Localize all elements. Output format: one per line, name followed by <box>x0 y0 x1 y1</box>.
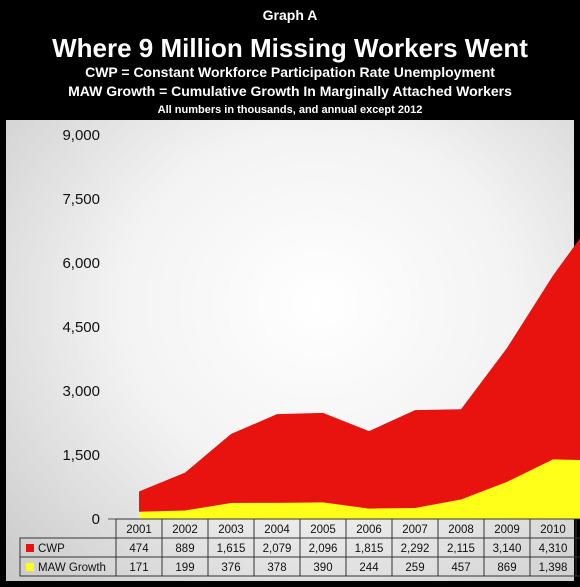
table-year-cell: 2004 <box>264 524 290 536</box>
table-value-cell: 390 <box>313 562 332 574</box>
table-value-cell: 199 <box>175 562 194 574</box>
table-value-cell: 1,615 <box>217 543 246 555</box>
table-value-cell: 2,115 <box>447 543 475 555</box>
table-year-cell: 2005 <box>310 524 336 536</box>
table-value-cell: 4,310 <box>539 543 568 555</box>
table-value-cell: 171 <box>129 562 148 574</box>
table-year-cell: 2002 <box>172 524 198 536</box>
y-tick-label: 4,500 <box>62 319 100 336</box>
table-year-cell: 2007 <box>402 524 428 536</box>
legend-label-cwp: CWP <box>38 543 65 555</box>
chart-title: Where 9 Million Missing Workers Went <box>52 33 528 63</box>
table-value-cell: 1,815 <box>355 543 384 555</box>
graph-label: Graph A <box>262 7 318 23</box>
table-year-cell: 2010 <box>540 524 566 536</box>
table-value-cell: 244 <box>359 562 379 574</box>
y-tick-label: 9,000 <box>62 127 100 144</box>
y-tick-label: 3,000 <box>62 383 100 400</box>
table-value-cell: 2,096 <box>309 543 338 555</box>
table-value-cell: 457 <box>451 562 470 574</box>
legend-label-maw: MAW Growth <box>38 562 106 574</box>
table-value-cell: 2,292 <box>401 543 430 555</box>
table-value-cell: 2,079 <box>263 543 292 555</box>
table-year-cell: 2009 <box>494 524 520 536</box>
subtitle-cwp: CWP = Constant Workforce Participation R… <box>85 64 495 80</box>
legend-swatch-maw <box>26 563 34 571</box>
table-value-cell: 889 <box>175 543 194 555</box>
table-value-cell: 376 <box>221 562 240 574</box>
cwp-area <box>139 238 580 519</box>
y-tick-label: 7,500 <box>62 191 100 208</box>
table-value-cell: 259 <box>405 562 424 574</box>
table-value-cell: 1,398 <box>539 562 568 574</box>
maw-area <box>139 459 580 519</box>
y-tick-label: 0 <box>92 511 100 528</box>
subtitle-units: All numbers in thousands, and annual exc… <box>157 104 423 116</box>
legend-swatch-cwp <box>26 544 34 552</box>
table-value-cell: 474 <box>129 543 149 555</box>
table-value-cell: 3,140 <box>493 543 522 555</box>
y-tick-label: 1,500 <box>62 447 100 464</box>
table-value-cell: 378 <box>267 562 286 574</box>
table-year-cell: 2003 <box>218 524 244 536</box>
y-tick-label: 6,000 <box>62 255 100 272</box>
subtitle-maw: MAW Growth = Cumulative Growth In Margin… <box>68 83 512 99</box>
table-year-cell: 2008 <box>448 524 474 536</box>
table-value-cell: 869 <box>497 562 516 574</box>
table-year-cell: 2001 <box>126 524 152 536</box>
table-year-cell: 2006 <box>356 524 382 536</box>
